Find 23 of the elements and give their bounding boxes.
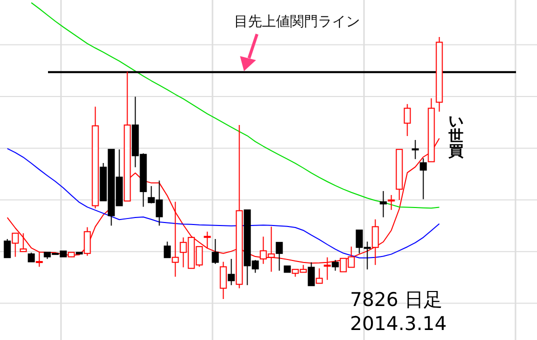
candlestick	[308, 262, 315, 286]
candlestick	[28, 252, 35, 262]
annotation: 7826 日足	[350, 289, 442, 311]
candlestick	[4, 238, 11, 258]
candlestick	[84, 226, 91, 256]
candlestick	[388, 194, 395, 210]
text: 2014.3.14	[350, 313, 447, 335]
candlestick	[20, 232, 27, 252]
candlestick	[212, 238, 219, 264]
candlestick	[420, 158, 427, 200]
candlestick	[164, 241, 171, 258]
candlestick	[316, 268, 323, 284]
candlestick	[412, 139, 419, 160]
candlestick	[12, 232, 19, 258]
candlestick	[204, 231, 211, 249]
candlestick	[220, 261, 227, 300]
text: い世買	[448, 112, 464, 160]
candlestick	[404, 104, 411, 137]
candlestick	[276, 242, 283, 272]
candlestick	[332, 259, 339, 272]
candlestick	[380, 190, 387, 218]
candlestick	[228, 258, 235, 286]
ref-line-label: 目先上値関門ライン	[234, 14, 360, 30]
